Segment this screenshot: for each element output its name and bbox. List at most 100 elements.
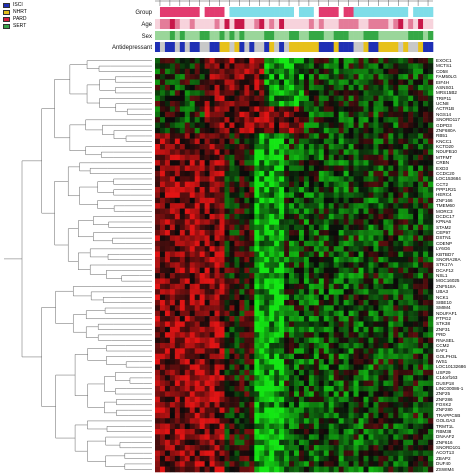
heatmap-cell	[413, 235, 419, 242]
heatmap-cell	[174, 402, 181, 408]
heatmap-cell	[308, 380, 315, 387]
heatmap-cell	[189, 256, 196, 263]
heatmap-cell	[338, 138, 344, 145]
heatmap-cell	[428, 165, 434, 172]
heatmap-cell	[403, 133, 409, 139]
heatmap-cell	[298, 240, 305, 247]
heatmap-cell	[348, 90, 354, 96]
heatmap-cell	[179, 203, 186, 209]
heatmap-cell	[249, 230, 255, 236]
heatmap-cell	[408, 375, 414, 381]
heatmap-cell	[194, 364, 200, 371]
heatmap-cell	[408, 84, 414, 91]
heatmap-cell	[294, 396, 300, 403]
heatmap-cell	[229, 273, 235, 279]
heatmap-cell	[308, 278, 315, 285]
heatmap-cell	[209, 235, 215, 242]
heatmap-cell	[264, 246, 270, 252]
heatmap-cell	[363, 380, 369, 387]
heatmap-cell	[308, 337, 315, 344]
heatmap-cell	[363, 181, 369, 188]
heatmap-cell	[249, 149, 255, 156]
heatmap-cell	[363, 213, 369, 220]
heatmap-cell	[358, 154, 364, 161]
heatmap-cell	[313, 74, 320, 80]
heatmap-cell	[204, 353, 210, 360]
heatmap-cell	[184, 359, 191, 365]
heatmap-cell	[378, 450, 384, 457]
heatmap-cell	[363, 439, 369, 446]
heatmap-cell	[159, 58, 166, 64]
heatmap-cell	[338, 240, 344, 247]
heatmap-cell	[155, 332, 161, 338]
heatmap-cell	[239, 197, 245, 204]
heatmap-cell	[289, 385, 295, 392]
heatmap-cell	[423, 262, 429, 268]
heatmap-cell	[199, 138, 205, 145]
heatmap-cell	[294, 208, 300, 215]
heatmap-cell	[249, 353, 255, 360]
heatmap-cell	[363, 359, 369, 365]
heatmap-cell	[249, 160, 255, 166]
heatmap-cell	[323, 90, 330, 96]
heatmap-cell	[199, 165, 205, 172]
heatmap-cell	[358, 160, 364, 166]
heatmap-cell	[284, 213, 290, 220]
heatmap-cell	[279, 176, 285, 182]
heatmap-cell	[383, 187, 389, 193]
annotation-cell-age	[189, 19, 196, 29]
heatmap-cell	[289, 273, 295, 279]
heatmap-cell	[418, 63, 424, 70]
annotation-cell-antidepressant	[164, 42, 171, 52]
heatmap-cell	[303, 310, 310, 317]
heatmap-cell	[209, 450, 215, 457]
heatmap-cell	[289, 402, 295, 408]
heatmap-cell	[383, 418, 389, 424]
heatmap-cell	[398, 428, 404, 435]
heatmap-cell	[328, 235, 335, 242]
row-dendrogram	[4, 60, 152, 470]
heatmap-cell	[368, 332, 374, 338]
heatmap-cell	[418, 375, 424, 381]
heatmap-cell	[358, 461, 364, 467]
heatmap-cell	[229, 283, 235, 290]
heatmap-cell	[184, 138, 191, 145]
heatmap-cell	[308, 299, 315, 306]
heatmap-cell	[184, 127, 191, 134]
heatmap-cell	[239, 235, 245, 242]
heatmap-cell	[378, 149, 384, 156]
heatmap-cell	[358, 353, 364, 360]
heatmap-cell	[303, 224, 310, 231]
annotation-cell-antidepressant	[294, 42, 300, 52]
heatmap-cell	[224, 385, 230, 392]
heatmap-cell	[373, 418, 379, 424]
heatmap-cell	[308, 197, 315, 204]
heatmap-cell	[348, 149, 354, 156]
heatmap-cell	[199, 197, 205, 204]
annotation-cell-age	[155, 19, 161, 29]
heatmap-cell	[274, 240, 280, 247]
heatmap-cell	[194, 445, 200, 451]
heatmap-cell	[398, 213, 404, 220]
heatmap-cell	[413, 224, 419, 231]
heatmap-cell	[155, 149, 161, 156]
heatmap-cell	[363, 122, 369, 129]
heatmap-cell	[164, 165, 171, 172]
heatmap-cell	[363, 246, 369, 252]
heatmap-cell	[199, 407, 205, 414]
heatmap-cell	[229, 74, 235, 80]
heatmap-cell	[284, 412, 290, 419]
heatmap-cell	[328, 353, 335, 360]
heatmap-cell	[408, 176, 414, 182]
legend-item-isci: ISCI	[3, 2, 27, 9]
heatmap-cell	[388, 294, 394, 301]
annotation-cell-group	[413, 7, 419, 17]
heatmap-cell	[393, 176, 399, 182]
heatmap-cell	[294, 224, 300, 231]
heatmap-cell	[338, 342, 344, 349]
heatmap-cell	[343, 407, 349, 414]
heatmap-cell	[284, 79, 290, 86]
heatmap-cell	[244, 90, 250, 96]
heatmap-cell	[378, 289, 384, 295]
heatmap-cell	[408, 101, 414, 107]
